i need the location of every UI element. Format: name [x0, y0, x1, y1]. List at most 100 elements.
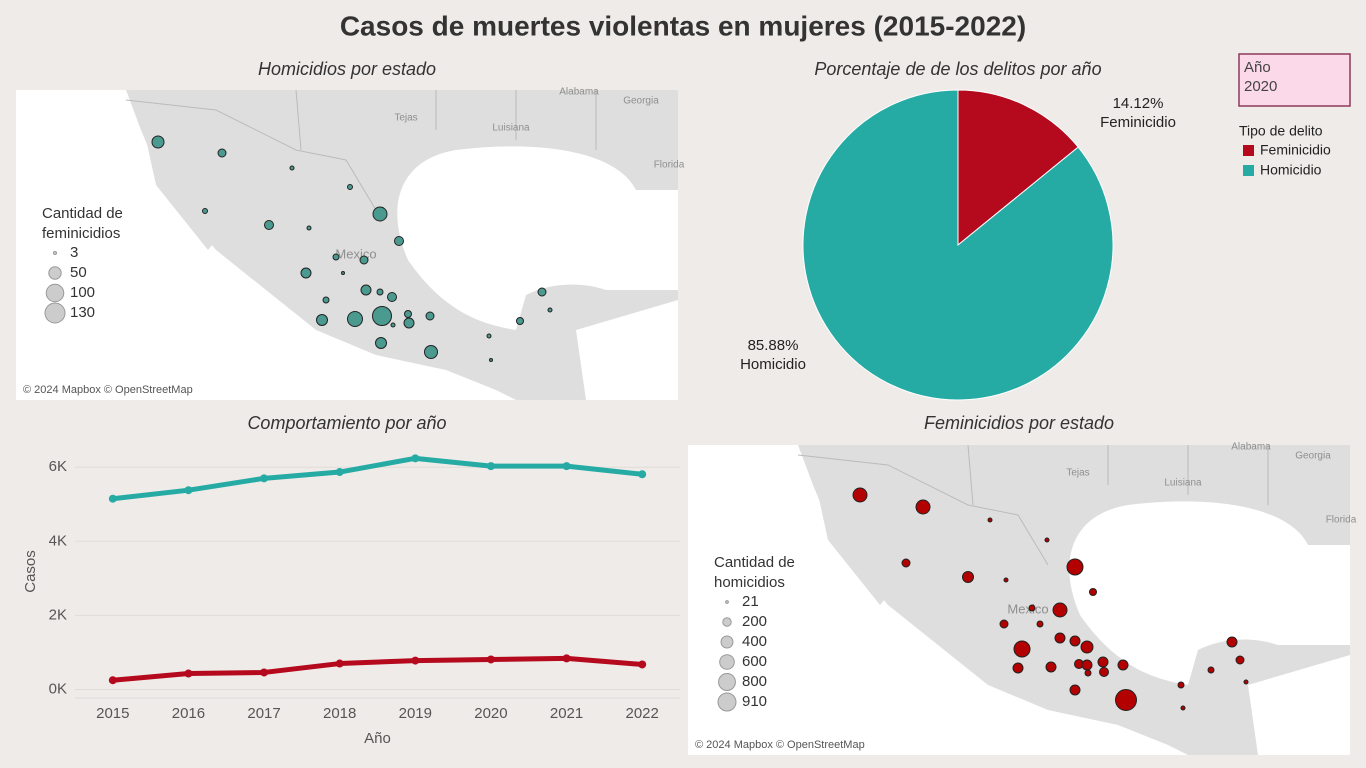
map-bubble	[1028, 604, 1036, 612]
map-bubble	[306, 225, 312, 231]
legend-size-label: 200	[742, 613, 767, 630]
map-bubble	[1054, 632, 1066, 644]
y-tick-label: 0K	[49, 680, 67, 697]
legend-size-circle	[718, 673, 736, 691]
line-point	[638, 470, 647, 479]
map-ocean	[16, 90, 516, 400]
filter-box[interactable]	[1238, 53, 1351, 107]
place-label: Georgia	[623, 96, 659, 107]
map-bubble	[264, 220, 274, 230]
line-point	[486, 655, 495, 664]
legend-title: Cantidad de	[714, 554, 795, 571]
place-label: Luisiana	[1164, 478, 1202, 489]
map-border	[125, 89, 597, 211]
y-tick-label: 6K	[49, 458, 67, 475]
map-bubble	[1069, 635, 1081, 647]
x-tick-label: 2019	[399, 705, 432, 722]
place-label: Georgia	[1295, 451, 1331, 462]
x-tick-label: 2015	[96, 705, 129, 722]
panel-title: Porcentaje de de los delitos por año	[814, 59, 1101, 79]
pie-value-label: 14.12%	[1113, 95, 1164, 112]
legend-size-label: 50	[70, 264, 87, 281]
map-bubble	[547, 307, 553, 313]
map-bubble	[999, 619, 1009, 629]
filter-value[interactable]: 2020	[1244, 78, 1277, 95]
line-point	[260, 474, 269, 483]
map-bubble	[1089, 588, 1097, 596]
map-bubble	[1066, 558, 1084, 576]
legend-size-label: 130	[70, 304, 95, 321]
x-tick-label: 2020	[474, 705, 507, 722]
line-series	[112, 655, 643, 683]
map-panel: Tejas Luisiana Alabama Georgia Florida Mexico	[16, 87, 685, 400]
place-label: Mexico	[335, 246, 376, 261]
panel-title: Feminicidios por estado	[924, 413, 1114, 433]
map-bubble	[537, 287, 547, 297]
legend-label: Feminicidio	[1260, 142, 1331, 158]
legend-size-label: 100	[70, 284, 95, 301]
pie-slice	[957, 89, 1079, 247]
map-bubble	[1243, 679, 1249, 685]
legend-label: Homicidio	[1260, 162, 1322, 178]
legend-size-circle	[719, 654, 735, 670]
line-point	[638, 660, 647, 669]
map-bubble	[1115, 689, 1137, 711]
map-bubble	[1044, 537, 1050, 543]
map-bubble	[1012, 662, 1024, 674]
line-point	[335, 659, 344, 668]
place-label: Mexico	[1007, 601, 1048, 616]
map-bubble	[360, 284, 372, 296]
line-point	[562, 654, 571, 663]
map-bubble	[1069, 684, 1081, 696]
map-bubble	[1045, 661, 1057, 673]
legend-title: Tipo de delito	[1239, 123, 1323, 139]
map-attribution: © 2024 Mapbox © OpenStreetMap	[695, 739, 865, 751]
place-label: Luisiana	[492, 123, 530, 134]
map-ocean	[688, 445, 1188, 755]
legend-size-circle	[48, 266, 62, 280]
pie-category-label: Homicidio	[740, 356, 806, 373]
legend-size-label: 800	[742, 673, 767, 690]
map-panel: Tejas Luisiana Alabama Georgia Florida Mexico	[688, 442, 1357, 755]
map-bubble	[394, 236, 404, 246]
legend-size-circle	[44, 302, 66, 324]
panel-title: Homicidios por estado	[258, 59, 436, 79]
map-bubble	[1052, 602, 1068, 618]
map-bubble	[1080, 640, 1094, 654]
map-bubble	[1177, 681, 1185, 689]
map-bubble	[486, 333, 492, 339]
legend-size-circle	[722, 617, 732, 627]
line-point	[184, 669, 193, 678]
line-point	[108, 676, 117, 685]
x-tick-label: 2018	[323, 705, 356, 722]
line-point	[411, 656, 420, 665]
pie-category-label: Feminicidio	[1100, 114, 1176, 131]
map-bubble	[1235, 655, 1245, 665]
place-label: Florida	[654, 160, 685, 171]
map-bubble	[489, 358, 493, 362]
legend-size-circle	[720, 635, 734, 649]
map-bubble	[332, 253, 340, 261]
map-bubble	[1099, 667, 1109, 677]
map-bubble	[387, 292, 397, 302]
map-bubble	[425, 311, 435, 321]
map-bubble	[1084, 669, 1092, 677]
dashboard-title: Casos de muertes violentas en mujeres (2…	[340, 10, 1026, 41]
place-label: Tejas	[1066, 468, 1089, 479]
map-bubble	[1003, 577, 1009, 583]
map-ocean	[816, 485, 888, 605]
map-attribution: © 2024 Mapbox © OpenStreetMap	[23, 384, 193, 396]
line-series	[112, 455, 643, 502]
line-point	[486, 462, 495, 471]
line-point	[260, 668, 269, 677]
map-bubble	[202, 208, 208, 214]
map-bubble	[1226, 636, 1238, 648]
legend-title: feminicidios	[42, 225, 120, 242]
map-ocean	[144, 130, 216, 250]
legend-size-label: 600	[742, 653, 767, 670]
place-label: Tejas	[394, 113, 417, 124]
map-bubble	[852, 487, 868, 503]
map-bubble	[300, 267, 312, 279]
map-bubble	[376, 288, 384, 296]
